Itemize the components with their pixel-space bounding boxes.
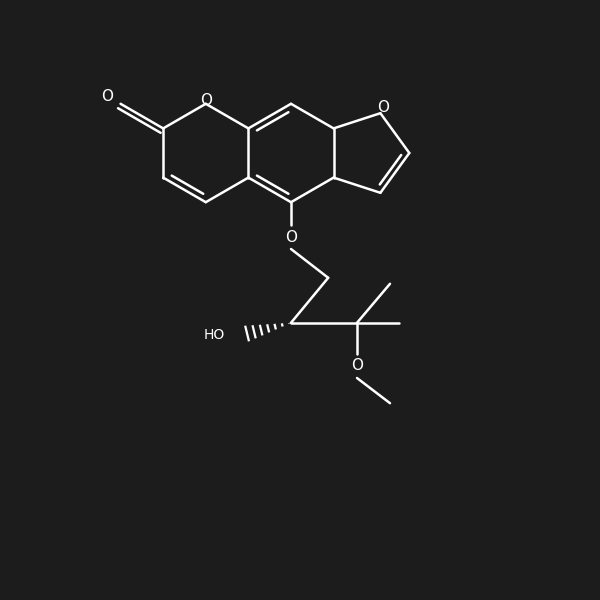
Text: O: O xyxy=(377,100,389,115)
Text: O: O xyxy=(351,358,363,373)
Text: HO: HO xyxy=(204,328,225,342)
Text: O: O xyxy=(101,89,113,104)
Text: O: O xyxy=(285,229,297,245)
Text: O: O xyxy=(200,92,212,107)
